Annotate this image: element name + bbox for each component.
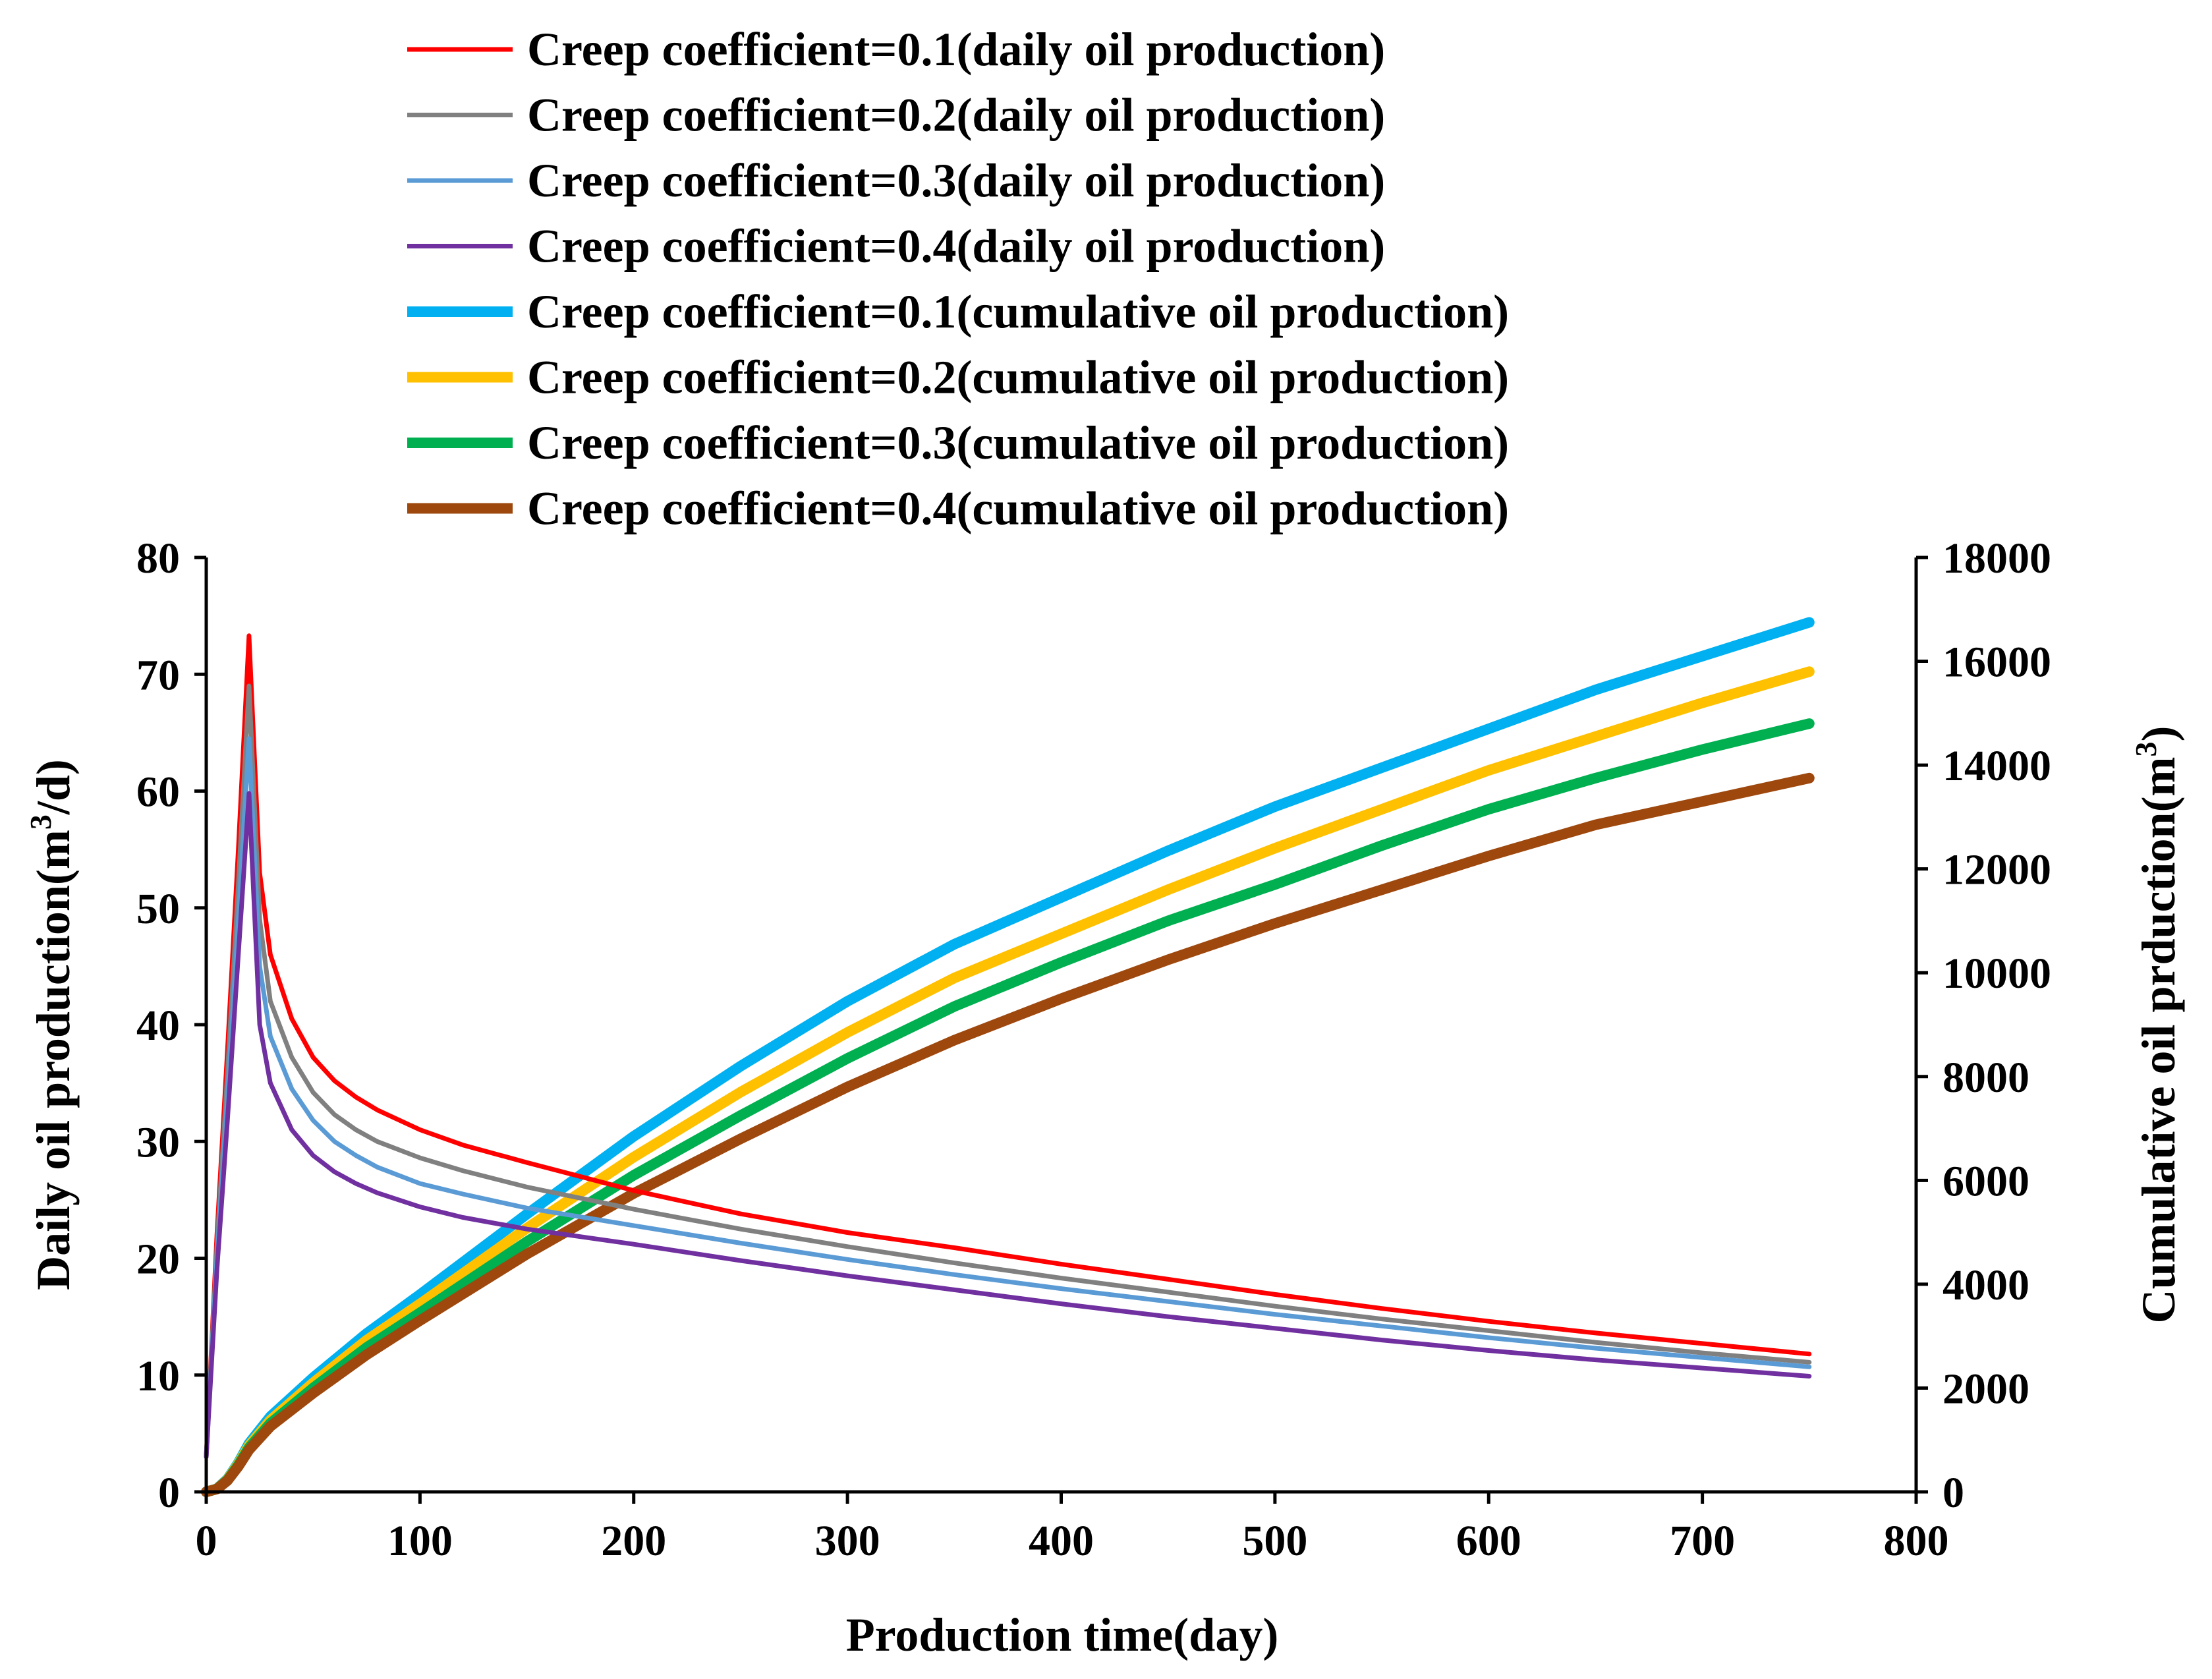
x-tick-label: 300 — [815, 1517, 880, 1565]
left-y-tick-label: 0 — [158, 1469, 180, 1517]
series-line-4 — [204, 791, 1812, 1460]
x-tick-label: 800 — [1884, 1517, 1949, 1565]
series-line-6 — [201, 666, 1815, 1497]
right-y-tick-label: 14000 — [1943, 742, 2051, 790]
right-y-tick-label: 6000 — [1943, 1157, 2029, 1205]
right-y-tick-label: 16000 — [1943, 639, 2051, 687]
left-y-tick-label: 70 — [136, 651, 180, 699]
legend-label: Creep coefficient=0.1(cumulative oil pro… — [527, 285, 1509, 338]
x-tick-label: 600 — [1456, 1517, 1521, 1565]
legend-label: Creep coefficient=0.4(cumulative oil pro… — [527, 482, 1509, 535]
right-y-tick-label: 10000 — [1943, 950, 2051, 998]
legend: Creep coefficient=0.1(daily oil producti… — [407, 23, 1509, 535]
left-y-tick-label: 50 — [136, 885, 180, 933]
ticks: 0 100 200 300 400 500 600 700 800010203040506070… — [136, 534, 2051, 1565]
left-y-tick-label: 20 — [136, 1236, 180, 1284]
left-y-axis-label: Daily oil production(m3/d) — [24, 759, 80, 1290]
right-y-tick-label: 0 — [1943, 1469, 1964, 1517]
legend-label: Creep coefficient=0.3(daily oil producti… — [527, 154, 1385, 207]
right-y-tick-label: 8000 — [1943, 1054, 2029, 1102]
series-line-1 — [204, 633, 1812, 1460]
legend-label: Creep coefficient=0.2(cumulative oil pro… — [527, 351, 1509, 404]
right-y-axis-label: Cumulative oil prduction(m3) — [2129, 726, 2185, 1323]
right-y-tick-label: 18000 — [1943, 534, 2051, 583]
series-line-7 — [201, 718, 1815, 1497]
left-y-tick-label: 10 — [136, 1352, 180, 1400]
legend-label: Creep coefficient=0.4(daily oil producti… — [527, 220, 1385, 273]
series-line-8 — [201, 772, 1815, 1497]
right-y-tick-label: 4000 — [1943, 1261, 2029, 1309]
x-tick-label: 100 — [387, 1517, 453, 1565]
series-line-2 — [204, 683, 1812, 1460]
x-tick-label: 700 — [1670, 1517, 1735, 1565]
left-y-tick-label: 80 — [136, 534, 180, 583]
x-tick-label: 0 — [196, 1517, 217, 1565]
left-y-tick-label: 60 — [136, 768, 180, 816]
x-tick-label: 500 — [1242, 1517, 1307, 1565]
legend-label: Creep coefficient=0.1(daily oil producti… — [527, 23, 1385, 76]
left-y-tick-label: 30 — [136, 1118, 180, 1166]
legend-label: Creep coefficient=0.2(daily oil producti… — [527, 89, 1385, 142]
right-y-tick-label: 12000 — [1943, 846, 2051, 894]
x-axis-label: Production time(day) — [846, 1608, 1279, 1661]
x-tick-label: 400 — [1029, 1517, 1094, 1565]
legend-label: Creep coefficient=0.3(cumulative oil pro… — [527, 416, 1509, 469]
right-y-tick-label: 2000 — [1943, 1365, 2029, 1413]
series-line-5 — [201, 617, 1815, 1497]
left-y-tick-label: 40 — [136, 1002, 180, 1050]
series-line-3 — [204, 736, 1812, 1460]
x-tick-label: 200 — [601, 1517, 666, 1565]
plot-lines — [201, 617, 1815, 1497]
